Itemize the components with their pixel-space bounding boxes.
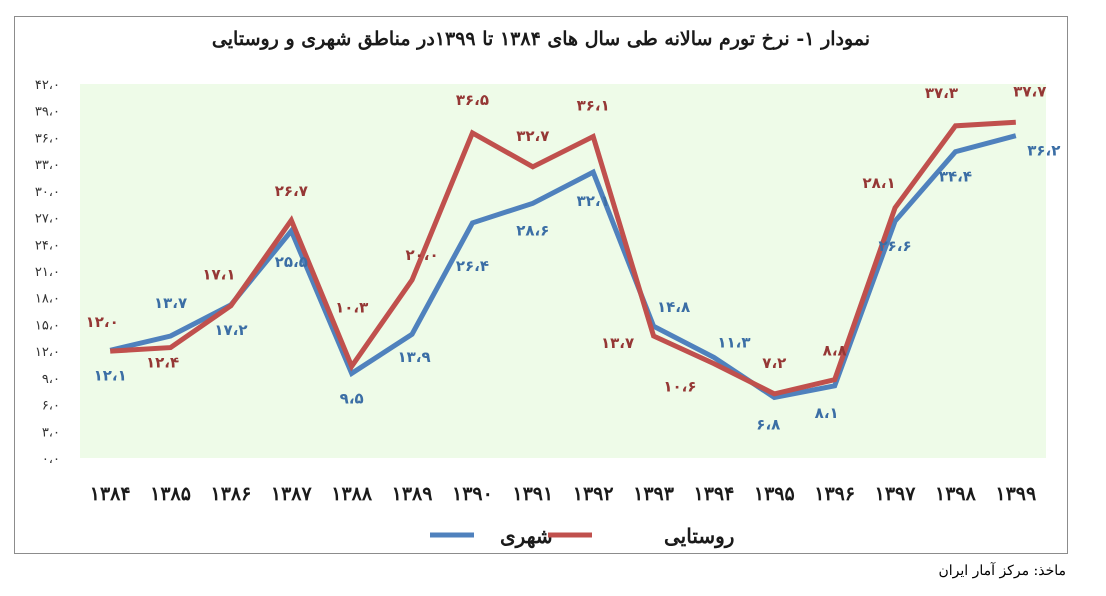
legend-label: شهری [500,524,553,549]
y-tick-label: ۳۰،۰ [35,185,60,200]
chart-title-line-1: نمودار ۱- نرخ تورم سالانه طی سال های ۱۳۸… [211,28,871,50]
y-tick-label: ۱۸،۰ [35,292,60,307]
data-label-urban: ۱۷،۲ [214,321,247,339]
y-tick-label: ۹،۰ [42,372,60,387]
data-label-rural: ۳۶،۵ [456,91,489,109]
y-tick-label: ۰،۰ [42,452,60,467]
data-label-urban: ۲۶،۶ [878,237,911,255]
data-label-urban: ۲۸،۶ [516,221,549,239]
series-line-rural [110,119,1016,397]
x-tick-label: ۱۳۸۸ [331,483,373,505]
x-tick-label: ۱۳۹۲ [573,483,614,505]
data-label-rural: ۱۲،۰ [86,313,119,331]
data-label-rural: ۳۲،۷ [516,127,549,145]
source-note: ماخذ: مرکز آمار ایران [938,563,1066,579]
legend: شهری روستایی [430,524,734,549]
data-label-urban: ۶،۸ [756,415,780,433]
data-label-rural: ۱۲،۴ [146,354,179,372]
y-axis: ۰،۰ ۳،۰ ۶،۰ ۹،۰ ۱۲،۰ ۱۵،۰ ۱۸،۰ ۲۱،۰ ۲۴،۰ ۲۷،۰ ۳۰،۰… [35,78,60,467]
y-tick-label: ۱۲،۰ [35,345,60,360]
x-tick-label: ۱۳۹۷ [875,483,917,505]
x-tick-label: ۱۳۸۶ [211,483,252,505]
series-line-urban [109,133,1017,401]
chart-title: نمودار ۱- نرخ تورم سالانه طی سال های ۱۳۸… [14,26,1068,53]
x-tick-label: ۱۳۹۸ [935,483,977,505]
data-label-urban: ۱۳،۹ [397,348,430,366]
data-label-rural: ۲۰،۰ [405,246,438,264]
data-label-rural: ۱۰،۳ [335,298,368,316]
data-label-rural: ۱۳،۷ [601,334,634,352]
data-label-rural: ۱۷،۱ [202,266,235,284]
y-tick-label: ۲۴،۰ [35,238,60,253]
y-tick-label: ۲۱،۰ [35,265,60,280]
data-label-rural: ۲۸،۱ [862,174,895,192]
data-label-urban: ۱۱،۳ [717,333,750,351]
x-tick-label: ۱۳۹۶ [814,483,855,505]
y-tick-label: ۲۷،۰ [35,212,60,227]
x-tick-label: ۱۳۸۷ [271,483,313,505]
data-label-urban: ۳۴،۴ [939,168,972,186]
y-tick-label: ۳۳،۰ [35,158,60,173]
data-label-urban: ۲۵،۵ [275,253,308,271]
data-label-urban: ۹،۵ [340,389,364,407]
y-tick-label: ۱۵،۰ [35,318,60,333]
data-label-urban: ۱۲،۱ [94,366,127,384]
data-label-urban: ۱۴،۸ [657,298,690,316]
data-label-urban: ۱۳،۷ [154,294,187,312]
x-tick-label: ۱۳۸۹ [392,483,433,505]
x-tick-label: ۱۳۹۵ [754,483,795,505]
y-tick-label: ۳،۰ [42,425,60,440]
x-tick-label: ۱۳۹۱ [512,483,553,505]
data-label-rural: ۲۶،۷ [275,182,308,200]
y-tick-label: ۳۶،۰ [35,131,60,146]
x-axis: ۱۳۸۴ ۱۳۸۵ ۱۳۸۶ ۱۳۸۷ ۱۳۸۸ ۱۳۸۹ ۱۳۹۰ ۱۳۹۱ ۱۳۹۲ ۱۳۹۳… [90,483,1036,505]
x-tick-label: ۱۳۹۹ [995,483,1036,505]
x-tick-label: ۱۳۹۰ [452,483,493,505]
data-label-urban: ۲۶،۴ [456,257,489,275]
data-label-rural: ۷،۲ [762,354,786,372]
x-tick-label: ۱۳۸۴ [90,483,131,505]
x-tick-label: ۱۳۹۳ [633,483,675,505]
y-tick-label: ۴۲،۰ [35,78,60,93]
data-label-urban: ۸،۱ [815,404,839,422]
series-layer [109,119,1017,401]
data-label-rural: ۸،۸ [823,342,847,360]
plot-area [80,84,1046,458]
data-label-urban: ۳۶،۲ [1027,142,1060,160]
y-tick-label: ۶،۰ [42,399,60,414]
data-label-rural: ۳۶،۱ [577,97,610,115]
data-labels: ۱۲،۱ ۱۳،۷ ۱۷،۲ ۲۵،۵ ۹،۵ ۱۳،۹ ۲۶،۴ ۲۸،۶ ۳۲،۱ ۱۴،۸ ۱… [86,82,1061,433]
data-label-urban: ۳۲،۱ [577,192,610,210]
x-tick-label: ۱۳۹۴ [694,483,735,505]
legend-label: روستایی [664,524,734,549]
data-label-rural: ۳۷،۷ [1013,82,1046,100]
x-tick-label: ۱۳۸۵ [150,483,191,505]
data-label-rural: ۳۷،۳ [925,84,958,102]
y-tick-label: ۳۹،۰ [35,105,60,120]
data-label-rural: ۱۰،۶ [663,378,696,396]
